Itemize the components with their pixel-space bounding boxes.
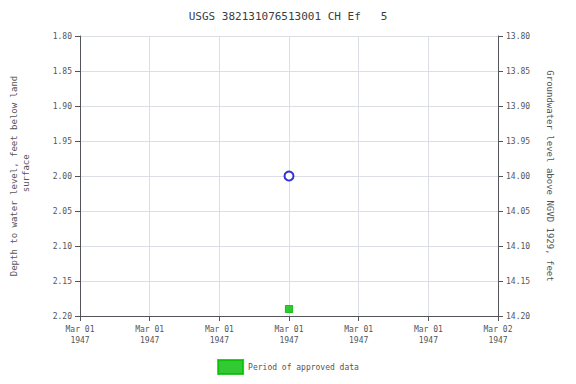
svg-text:Mar 01: Mar 01 [135, 325, 164, 334]
svg-text:2.10: 2.10 [53, 242, 72, 251]
svg-text:14.20: 14.20 [506, 312, 530, 321]
svg-text:14.15: 14.15 [506, 277, 530, 286]
svg-text:surface: surface [21, 154, 31, 197]
svg-text:Depth to water level, feet bel: Depth to water level, feet below land [9, 76, 19, 276]
svg-text:Mar 01: Mar 01 [205, 325, 234, 334]
svg-text:14.10: 14.10 [506, 242, 530, 251]
svg-text:1.85: 1.85 [53, 67, 72, 76]
svg-text:2.00: 2.00 [53, 172, 72, 181]
svg-text:14.00: 14.00 [506, 172, 530, 181]
svg-text:Mar 02: Mar 02 [484, 325, 513, 334]
svg-text:Mar 01: Mar 01 [414, 325, 443, 334]
svg-text:1947: 1947 [488, 336, 507, 345]
svg-text:13.90: 13.90 [506, 102, 530, 111]
svg-text:14.05: 14.05 [506, 207, 530, 216]
svg-text:Period of approved data: Period of approved data [248, 363, 359, 372]
svg-text:1947: 1947 [279, 336, 298, 345]
svg-text:1.90: 1.90 [53, 102, 72, 111]
svg-text:2.20: 2.20 [53, 312, 72, 321]
svg-text:13.80: 13.80 [506, 32, 530, 41]
svg-text:2.05: 2.05 [53, 207, 72, 216]
svg-text:1.95: 1.95 [53, 137, 72, 146]
svg-text:2.15: 2.15 [53, 277, 72, 286]
svg-text:1947: 1947 [419, 336, 438, 345]
svg-text:1947: 1947 [70, 336, 89, 345]
svg-text:13.85: 13.85 [506, 67, 530, 76]
svg-text:1947: 1947 [349, 336, 368, 345]
svg-text:Mar 01: Mar 01 [66, 325, 95, 334]
svg-text:1.80: 1.80 [53, 32, 72, 41]
svg-text:Groundwater level above NGVD 1: Groundwater level above NGVD 1929, feet [545, 70, 555, 281]
svg-text:1947: 1947 [210, 336, 229, 345]
svg-text:13.95: 13.95 [506, 137, 530, 146]
svg-text:1947: 1947 [140, 336, 159, 345]
svg-text:Mar 01: Mar 01 [344, 325, 373, 334]
svg-text:Mar 01: Mar 01 [275, 325, 304, 334]
svg-text:USGS 382131076513001 CH Ef 5: USGS 382131076513001 CH Ef 5 [189, 10, 388, 23]
